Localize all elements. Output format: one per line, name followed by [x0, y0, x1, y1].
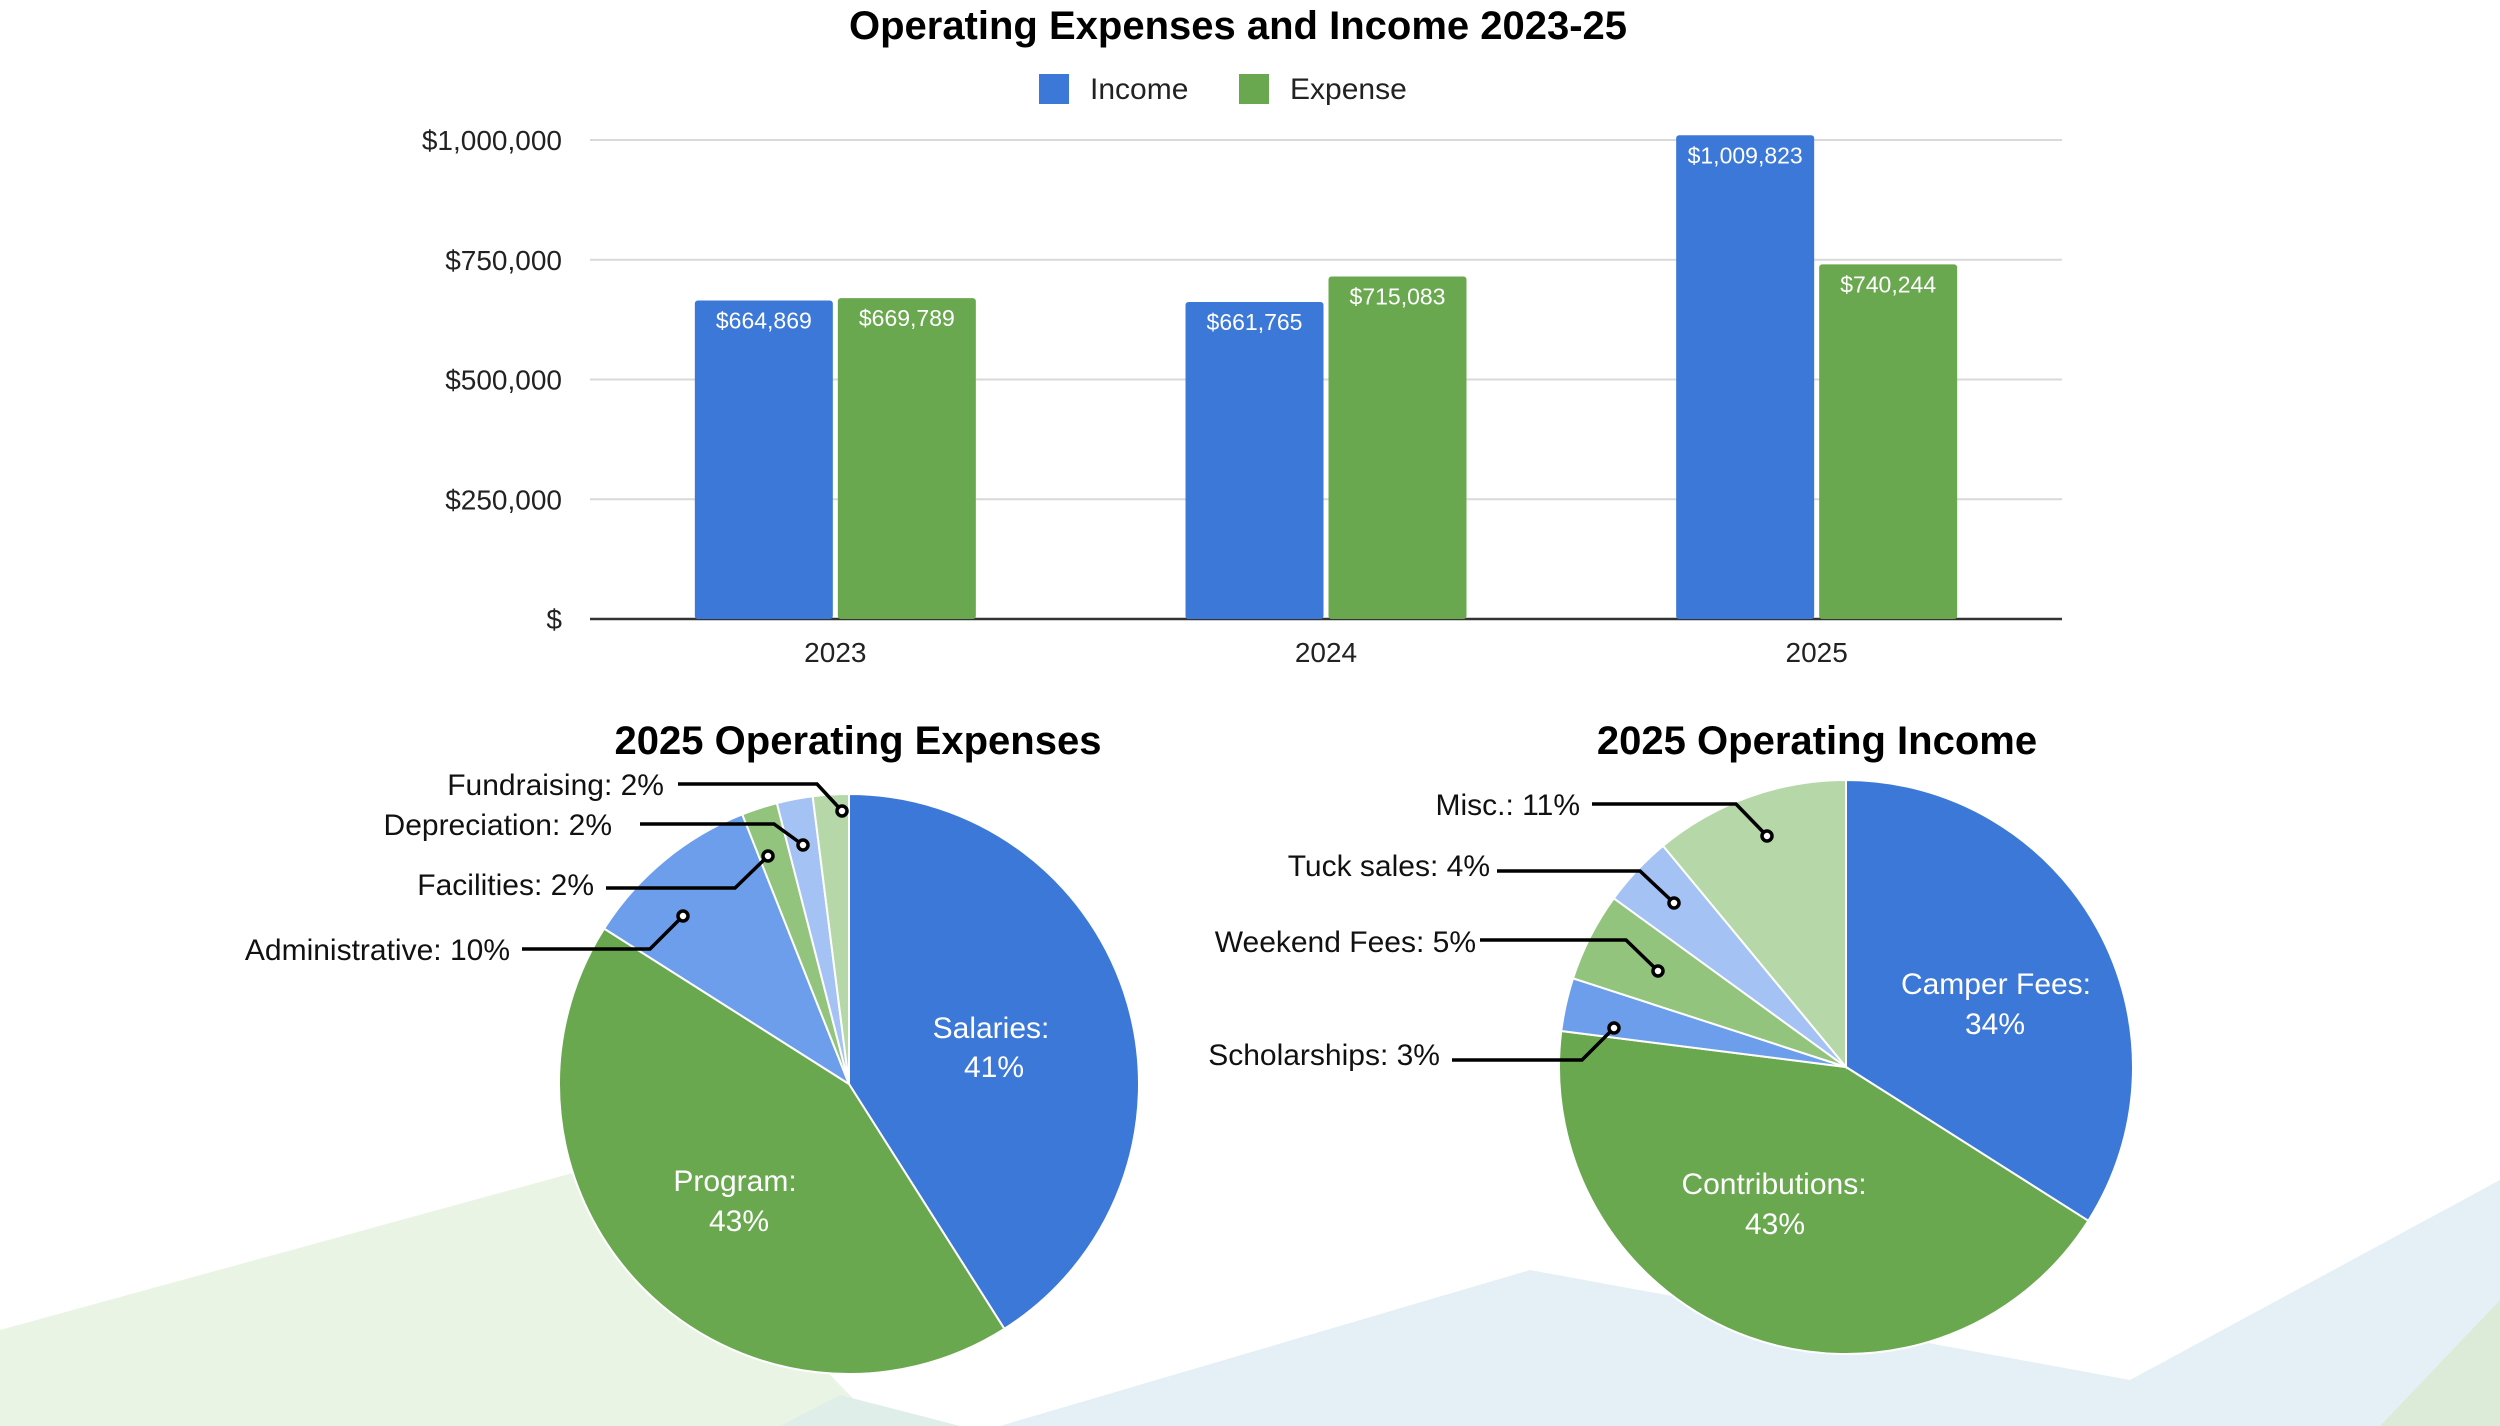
leader-administrative	[522, 914, 685, 951]
leader-tuck-sales	[1497, 869, 1676, 905]
bar-chart-gridlines	[590, 139, 2062, 621]
bar-income-2024	[1185, 302, 1324, 619]
leader-dot-facilities	[761, 849, 775, 863]
bar-value-label: $715,083	[1350, 283, 1446, 309]
leader-dot-misc	[1760, 829, 1774, 843]
bar-expense-2023	[837, 298, 976, 619]
income-pie-slices	[1558, 778, 2134, 1355]
slice-label-program-name: Program:	[673, 1165, 796, 1198]
pie-slice-camper-fees	[1845, 778, 2134, 1223]
slice-label-camper-fees-value: 34%	[1965, 1008, 2025, 1041]
slice-label-salaries-name: Salaries:	[933, 1012, 1050, 1045]
income-pie-chart: 2025 Operating Income Camper Fees: 34% C…	[1208, 719, 2134, 1355]
leader-fundraising	[678, 782, 844, 813]
callout-facilities: Facilities: 2%	[417, 869, 594, 902]
bar-value-label: $664,869	[716, 308, 812, 334]
pie-slice-salaries	[848, 792, 1140, 1331]
slice-label-program-value: 43%	[709, 1205, 769, 1238]
leader-facilities	[606, 854, 770, 890]
income-pie-title: 2025 Operating Income	[1597, 719, 2037, 763]
x-tick-label: 2025	[1786, 637, 1848, 668]
bar-chart-title: Operating Expenses and Income 2023-25	[849, 4, 1627, 48]
callout-weekend-fees: Weekend Fees: 5%	[1215, 926, 1476, 959]
slice-label-camper-fees-name: Camper Fees:	[1901, 968, 2091, 1001]
expenses-pie-chart: 2025 Operating Expenses Salaries: 41% Pr…	[245, 719, 1140, 1375]
income-callouts: Misc.: 11% Tuck sales: 4% Weekend Fees: …	[1208, 789, 1774, 1072]
leader-dot-fundraising	[835, 804, 849, 818]
leader-scholarships	[1452, 1026, 1616, 1062]
expenses-callouts: Administrative: 10% Facilities: 2% Depre…	[245, 769, 849, 967]
pie-slice-contributions	[1558, 1029, 2090, 1355]
expenses-pie-title: 2025 Operating Expenses	[615, 719, 1102, 763]
leader-misc	[1592, 802, 1769, 838]
bg-shape-blue	[1000, 1180, 2500, 1426]
slice-label-contributions-value: 43%	[1745, 1208, 1805, 1241]
bar-income-2025	[1676, 135, 1815, 619]
bar-value-label: $1,009,823	[1688, 142, 1803, 168]
callout-misc: Misc.: 11%	[1436, 789, 1580, 822]
bar-expense-2024	[1328, 276, 1467, 619]
legend-swatch-income	[1039, 74, 1069, 104]
legend-label-income: Income	[1090, 73, 1188, 106]
y-tick-label: $750,000	[445, 245, 562, 276]
slice-label-contributions-name: Contributions:	[1681, 1168, 1866, 1201]
y-tick-label: $250,000	[445, 484, 562, 515]
y-tick-label: $500,000	[445, 365, 562, 396]
pie-slice-administrative	[602, 813, 852, 1087]
y-tick-label: $1,000,000	[422, 125, 562, 156]
bar-value-label: $669,789	[859, 305, 955, 331]
callout-tuck-sales: Tuck sales: 4%	[1288, 850, 1490, 883]
legend-swatch-expense	[1239, 74, 1269, 104]
slice-label-salaries-value: 41%	[964, 1051, 1024, 1084]
leader-weekend-fees	[1480, 938, 1660, 973]
leader-dot-depreciation	[796, 838, 810, 852]
pie-slice-misc	[1661, 778, 1847, 1070]
expenses-pie-slices	[558, 792, 1140, 1375]
bar-value-label: $661,765	[1207, 309, 1303, 335]
leader-dot-weekend-fees	[1651, 964, 1665, 978]
bar-chart: Operating Expenses and Income 2023-25 In…	[422, 4, 2062, 668]
bar-chart-y-ticks: $ $250,000 $500,000 $750,000 $1,000,000	[422, 125, 563, 635]
callout-scholarships: Scholarships: 3%	[1208, 1039, 1440, 1072]
bar-chart-bars: $664,869 $669,789 $661,765 $715,083 $1,009,8…	[694, 135, 1958, 619]
leader-dot-scholarships	[1607, 1021, 1621, 1035]
pie-slice-program	[558, 927, 1006, 1375]
bar-chart-legend: Income Expense	[1039, 73, 1407, 106]
legend-label-expense: Expense	[1290, 73, 1407, 106]
x-tick-label: 2024	[1295, 637, 1357, 668]
leader-dot-administrative	[676, 909, 690, 923]
callout-depreciation: Depreciation: 2%	[384, 809, 612, 842]
callout-fundraising: Fundraising: 2%	[447, 769, 664, 802]
y-tick-label: $	[546, 604, 562, 635]
bg-shape-blue-2	[780, 1395, 960, 1426]
bar-chart-x-ticks: 2023 2024 2025	[804, 637, 1848, 668]
bar-income-2023	[694, 300, 833, 619]
leader-depreciation	[640, 822, 805, 847]
leader-dot-tuck-sales	[1667, 896, 1681, 910]
bar-value-label: $740,244	[1840, 271, 1936, 297]
bar-expense-2025	[1819, 264, 1958, 619]
x-tick-label: 2023	[804, 637, 866, 668]
bg-shape-green-2	[2380, 1300, 2500, 1426]
pie-slice-fundraising	[811, 792, 850, 1085]
callout-administrative: Administrative: 10%	[245, 934, 510, 967]
